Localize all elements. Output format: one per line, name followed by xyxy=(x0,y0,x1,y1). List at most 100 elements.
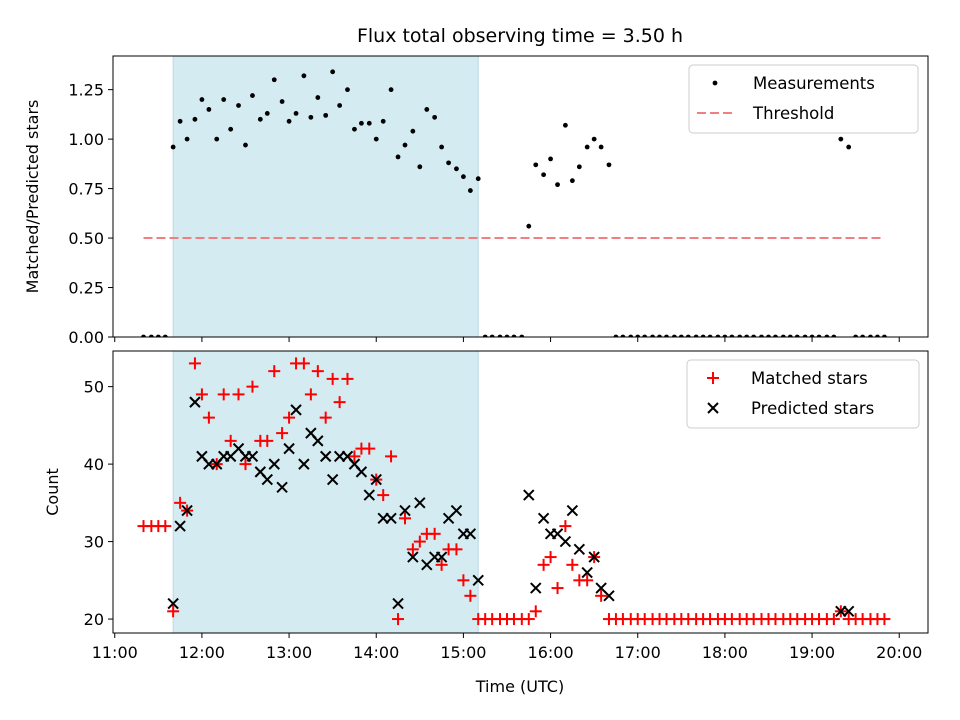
data-point xyxy=(519,334,525,337)
data-point-b xyxy=(268,458,280,470)
data-point xyxy=(573,543,586,556)
data-point xyxy=(308,114,314,120)
data-point-b xyxy=(603,590,615,602)
data-point xyxy=(326,473,339,486)
data-point-b xyxy=(232,442,245,455)
data-point xyxy=(377,489,390,502)
data-point xyxy=(824,334,830,337)
observing-time-span xyxy=(172,56,479,337)
data-point-b xyxy=(312,435,324,447)
data-point xyxy=(715,334,721,337)
data-point xyxy=(537,558,550,571)
data-point xyxy=(620,334,626,337)
data-point xyxy=(311,365,324,378)
ratio-y-axis-label: Matched/Predicted stars xyxy=(23,100,42,294)
data-point xyxy=(435,551,448,563)
data-point xyxy=(461,174,466,180)
data-point xyxy=(566,558,579,571)
x-tick-label: 13:00 xyxy=(266,643,312,662)
data-point xyxy=(551,582,564,595)
y-tick-label: 40 xyxy=(84,455,104,474)
data-point xyxy=(685,334,691,337)
data-point xyxy=(177,118,183,124)
data-point-b xyxy=(348,458,361,470)
data-point xyxy=(827,613,840,626)
data-point xyxy=(174,520,186,532)
x-tick-label: 15:00 xyxy=(440,643,486,662)
data-point xyxy=(472,574,484,587)
data-point xyxy=(467,188,473,193)
data-point-b xyxy=(523,489,535,501)
data-point xyxy=(276,481,288,494)
data-point xyxy=(606,162,612,168)
data-point xyxy=(537,512,550,525)
data-point xyxy=(359,120,364,126)
data-point xyxy=(373,136,379,142)
legend-marker xyxy=(712,80,718,86)
data-point xyxy=(184,136,190,142)
legend-marker-b xyxy=(707,402,719,414)
data-point xyxy=(729,334,735,337)
data-point xyxy=(595,589,608,602)
counts-axes-frame xyxy=(112,350,929,634)
data-point xyxy=(355,466,368,478)
data-point-b xyxy=(588,551,600,563)
data-point xyxy=(246,450,259,463)
data-point-b xyxy=(254,466,267,478)
data-point xyxy=(809,334,815,337)
data-point xyxy=(192,116,198,122)
data-point-b xyxy=(167,597,179,610)
data-point xyxy=(657,334,662,337)
data-point xyxy=(581,574,594,587)
y-tick-label: 20 xyxy=(84,610,104,629)
data-point xyxy=(352,126,357,132)
y-tick-label: 1.25 xyxy=(68,81,104,100)
legend-marker xyxy=(707,372,719,384)
data-point-b xyxy=(246,450,259,463)
data-point xyxy=(584,144,590,150)
data-point xyxy=(523,489,535,501)
data-point xyxy=(569,178,575,184)
legend-label: Measurements xyxy=(753,74,875,93)
chart-title: Flux total observing time = 3.50 h xyxy=(357,25,683,47)
data-point xyxy=(407,551,419,563)
data-point xyxy=(751,334,757,337)
data-point xyxy=(628,334,634,337)
data-point xyxy=(283,442,295,455)
x-tick-label: 18:00 xyxy=(702,643,748,662)
data-point xyxy=(250,93,255,98)
data-point xyxy=(348,450,361,463)
matched-stars-series xyxy=(137,357,891,626)
data-point xyxy=(395,154,401,160)
data-point-b xyxy=(407,551,419,563)
data-point xyxy=(842,605,855,618)
data-point xyxy=(363,489,375,501)
data-point xyxy=(475,176,481,182)
ratio-legend: Measurements Threshold xyxy=(688,64,919,134)
data-point xyxy=(217,388,230,401)
y-tick-label: 50 xyxy=(84,378,104,397)
data-point xyxy=(337,103,343,108)
data-point xyxy=(794,334,800,337)
data-point xyxy=(199,97,205,102)
data-point xyxy=(385,512,397,525)
data-point xyxy=(555,182,560,188)
data-point xyxy=(326,372,339,385)
data-point-b xyxy=(472,574,484,587)
data-point xyxy=(454,166,459,172)
data-point-b xyxy=(319,450,332,463)
data-point xyxy=(504,334,510,337)
data-point xyxy=(206,107,212,112)
legend-marker xyxy=(707,402,719,414)
measurements-series xyxy=(141,69,887,337)
data-point-b xyxy=(399,504,411,517)
data-point xyxy=(548,156,553,162)
data-point xyxy=(526,223,532,229)
data-point xyxy=(232,388,245,401)
counts-y-axis-label: Count xyxy=(43,468,62,516)
data-point xyxy=(831,334,837,337)
data-point xyxy=(591,136,597,142)
data-point xyxy=(464,528,477,540)
data-point xyxy=(671,334,677,337)
data-point xyxy=(446,160,451,166)
